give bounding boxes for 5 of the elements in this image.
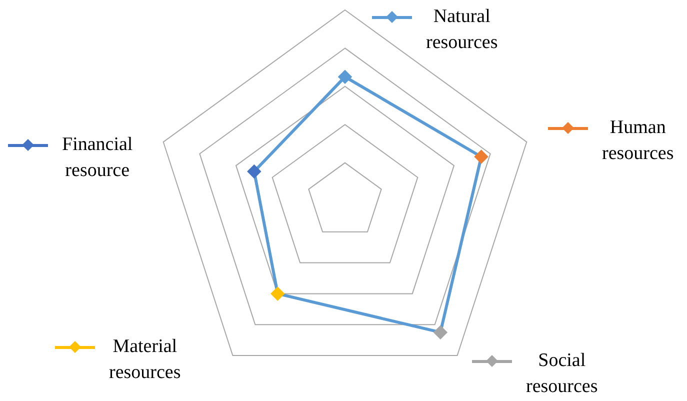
spoke-label: Social resources	[526, 350, 598, 397]
spoke-label: Natural resources	[426, 6, 498, 53]
spoke-label: Financial resource	[62, 134, 133, 181]
spoke-label: Material resources	[108, 336, 181, 383]
spoke-label: Human resources	[602, 116, 674, 164]
